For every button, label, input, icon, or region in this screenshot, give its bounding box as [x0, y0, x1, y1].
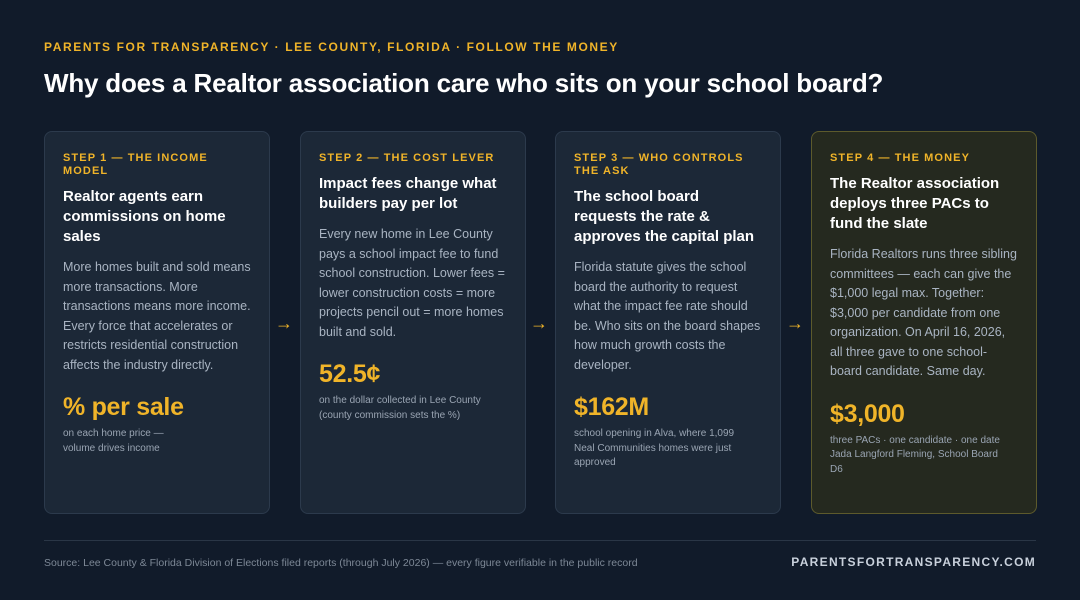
step-title: Impact fees change what builders pay per… [319, 175, 497, 212]
footer-divider [44, 540, 1036, 541]
step-note-line: (county commission sets the %) [319, 409, 461, 421]
step-note-line: three PACs · one candidate · one date [830, 434, 1000, 446]
step-card-1: STEP 1 — THE INCOME MODEL Realtor agents… [44, 131, 270, 514]
kicker: PARENTS FOR TRANSPARENCY · LEE COUNTY, F… [44, 40, 619, 54]
step-title: The school board requests the rate & app… [574, 188, 755, 245]
step-note-line: D6 [830, 463, 843, 475]
step-note: three PACs · one candidate · one date Ja… [830, 434, 1018, 478]
step-note-line: approved [574, 457, 616, 468]
step-note-line: on each home price — [63, 428, 164, 439]
step-stat: $3,000 [830, 399, 905, 428]
step-body: Every new home in Lee County pays a scho… [319, 227, 505, 339]
step-label: STEP 1 — THE INCOME MODEL [63, 152, 208, 177]
step-label: STEP 3 — WHO CONTROLS THE ASK [574, 152, 744, 177]
page-title: Why does a Realtor association care who … [44, 68, 884, 98]
step-note-line: Neal Communities homes were just [574, 442, 732, 454]
step-card-3: STEP 3 — WHO CONTROLS THE ASK The school… [555, 131, 781, 514]
step-stat: 52.5¢ [319, 360, 381, 388]
step-note: school opening in Alva, where 1,099 Neal… [574, 427, 762, 471]
step-body: More homes built and sold means more tra… [63, 260, 251, 372]
step-stat: $162M [574, 393, 649, 421]
step-stat: % per sale [63, 393, 184, 421]
step-body: Florida Realtors runs three sibling comm… [830, 247, 1017, 378]
step-note-line: Jada Langford Fleming, School Board [830, 449, 998, 460]
step-title: Realtor agents earn commissions on home … [63, 188, 226, 245]
step-note-line: school opening in Alva, where 1,099 [574, 428, 735, 439]
source-note: Source: Lee County & Florida Division of… [44, 557, 638, 569]
step-label: STEP 2 — THE COST LEVER [319, 152, 495, 164]
step-label: STEP 4 — THE MONEY [830, 152, 971, 164]
step-note-line: volume drives income [63, 442, 160, 454]
step-card-2: STEP 2 — THE COST LEVER Impact fees chan… [300, 131, 526, 514]
step-card-4: STEP 4 — THE MONEY The Realtor associati… [811, 131, 1037, 514]
arrow-right-icon: → [275, 313, 293, 333]
step-note: on the dollar collected in Lee County (c… [319, 394, 507, 423]
step-title: The Realtor association deploys three PA… [830, 175, 1000, 232]
step-note: on each home price — volume drives incom… [63, 427, 251, 456]
arrow-right-icon: → [786, 313, 804, 333]
site-url: PARENTSFORTRANSPARENCY.COM [791, 555, 1036, 569]
step-note-line: on the dollar collected in Lee County [319, 395, 481, 406]
arrow-right-icon: → [530, 313, 548, 333]
step-body: Florida statute gives the school board t… [574, 260, 761, 372]
